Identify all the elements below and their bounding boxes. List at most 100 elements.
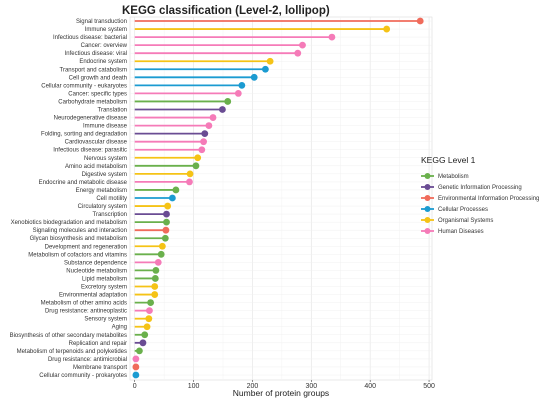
lollipop-head <box>147 299 155 306</box>
x-tick-label: 100 <box>188 383 200 390</box>
lollipop-head <box>186 170 194 178</box>
x-tick-label: 300 <box>305 383 317 390</box>
category-label: Cell growth and death <box>69 75 127 81</box>
category-label: Infectious disease: parasitic <box>53 148 127 154</box>
lollipop <box>134 114 217 121</box>
lollipop-head <box>146 307 153 315</box>
lollipop-head <box>294 49 302 57</box>
category-label: Digestive system <box>82 172 127 178</box>
lollipop-head <box>194 154 202 162</box>
legend-swatch-dot <box>424 206 431 212</box>
legend-label: Genetic Information Processing <box>438 185 522 191</box>
category-label: Translation <box>98 108 127 114</box>
lollipop <box>134 41 306 49</box>
legend-swatch-dot <box>424 195 431 201</box>
lollipop-head <box>383 25 391 33</box>
lollipop-head <box>151 275 159 282</box>
lollipop-head <box>261 65 269 73</box>
lollipop <box>134 57 274 65</box>
lollipop-head <box>141 331 149 339</box>
category-label: Development and regeneration <box>45 244 127 250</box>
lollipop-head <box>145 315 153 323</box>
lollipop-head <box>266 57 274 65</box>
category-label: Signal transduction <box>76 19 127 25</box>
lollipop <box>134 170 194 178</box>
category-label: Excretory system <box>81 285 127 291</box>
category-label: Substance dependence <box>64 260 128 266</box>
legend-swatch-dot <box>424 184 431 190</box>
lollipop-head <box>163 210 170 218</box>
lollipop <box>134 323 151 331</box>
lollipop-head <box>238 81 246 89</box>
lollipop-head <box>299 41 306 49</box>
lollipop <box>132 371 140 379</box>
lollipop-head <box>192 162 200 170</box>
lollipop-head <box>172 186 180 194</box>
category-label: Sensory system <box>84 317 127 323</box>
lollipop <box>134 81 246 89</box>
lollipop-head <box>163 218 170 226</box>
x-tick-label: 500 <box>423 383 435 390</box>
lollipop <box>134 178 193 186</box>
lollipop-head <box>152 267 160 274</box>
lollipop <box>134 258 162 266</box>
lollipop-head <box>164 202 172 210</box>
legend-item: Organismal Systems <box>421 217 493 224</box>
lollipop-head <box>200 138 207 146</box>
lollipop-head <box>151 291 159 298</box>
lollipop-head <box>132 355 140 363</box>
category-label: Carbohydrate metabolism <box>58 99 127 105</box>
category-label: Circulatory system <box>78 204 127 210</box>
category-label: Cellular community - prokaryotes <box>39 373 127 379</box>
lollipop <box>134 299 155 306</box>
x-tick-label: 200 <box>247 383 259 390</box>
category-label: Environmental adaptation <box>59 293 127 299</box>
category-label: Replication and repair <box>69 341 127 347</box>
category-label: Aging <box>112 325 127 331</box>
lollipop-head <box>198 146 206 154</box>
category-label: Biosynthesis of other secondary metaboli… <box>10 333 127 339</box>
legend: KEGG Level 1 Metabolism Genetic Informati… <box>421 155 539 235</box>
x-tick-label: 400 <box>364 383 376 390</box>
lollipop <box>134 49 302 57</box>
lollipop-head <box>154 258 162 266</box>
lollipop-head <box>219 106 226 113</box>
category-label: Metabolism of terpenoids and polyketides <box>17 349 127 355</box>
lollipop <box>134 17 424 25</box>
category-label: Cell motility <box>96 196 127 202</box>
lollipop <box>134 267 160 274</box>
lollipop-head <box>158 242 166 250</box>
category-label: Amino acid metabolism <box>65 164 127 170</box>
lollipop <box>134 347 143 355</box>
lollipop <box>134 73 258 81</box>
category-label: Cancer: specific types <box>68 91 127 97</box>
lollipop <box>134 65 269 73</box>
lollipop-head <box>132 363 140 371</box>
lollipop <box>134 250 165 258</box>
category-label: Energy metabolism <box>76 188 127 194</box>
category-label: Lipid metabolism <box>82 276 127 282</box>
lollipop-head <box>161 234 169 242</box>
lollipop <box>134 194 176 202</box>
category-label: Immune disease <box>83 124 128 130</box>
category-label: Signaling molecules and interaction <box>33 228 127 234</box>
category-label: Folding, sorting and degradation <box>41 132 127 138</box>
lollipop-head <box>328 33 336 41</box>
lollipop <box>134 275 159 282</box>
category-label: Xenobiotics biodegradation and metabolis… <box>11 220 127 226</box>
legend-item: Environmental Information Processing <box>421 195 539 202</box>
x-tick-label: 0 <box>133 383 137 390</box>
category-label: Transport and catabolism <box>60 67 127 73</box>
lollipop-head <box>201 130 209 138</box>
lollipop <box>134 138 207 146</box>
legend-item: Human Diseases <box>421 228 484 235</box>
lollipop-head <box>151 283 159 290</box>
lollipop <box>134 210 170 218</box>
lollipop <box>134 98 232 105</box>
category-label: Immune system <box>85 27 127 33</box>
category-label: Metabolism of cofactors and vitamins <box>28 252 127 258</box>
legend-swatch-dot <box>424 217 431 223</box>
category-label: Neurodegenerative disease <box>54 116 128 122</box>
x-axis-ticks: 0 100 200 300 400 500 <box>133 380 435 390</box>
